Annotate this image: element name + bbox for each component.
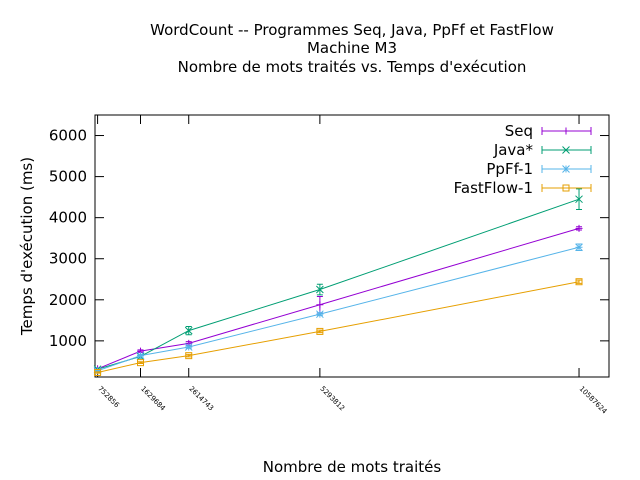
error-bar <box>94 371 101 374</box>
chart-title-line-3: Nombre de mots traités vs. Temps d'exécu… <box>178 58 527 76</box>
x-tick-label: 752856 <box>96 385 121 410</box>
series-line <box>97 246 580 372</box>
data-point <box>316 310 324 319</box>
data-point <box>136 351 145 360</box>
series-ppff-1 <box>93 243 583 375</box>
error-bar <box>316 329 323 334</box>
y-tick-label: 4000 <box>49 209 87 227</box>
y-axis: 1000 2000 3000 4000 5000 6000 <box>49 127 609 350</box>
legend-item: Java* <box>493 141 592 159</box>
series-line <box>97 281 580 373</box>
y-tick-label: 6000 <box>49 127 87 145</box>
data-point <box>137 359 145 367</box>
y-tick-label: 2000 <box>49 291 87 309</box>
legend-label: Java* <box>493 141 534 159</box>
error-bar <box>185 353 192 358</box>
plot-area-frame <box>94 114 610 378</box>
data-point <box>94 368 102 376</box>
legend-item: FastFlow-1 <box>454 179 592 197</box>
series-seq <box>94 224 583 373</box>
legend-label: FastFlow-1 <box>454 179 533 197</box>
data-point <box>316 285 324 294</box>
x-tick-label: 5293812 <box>318 385 346 413</box>
data-point <box>575 224 583 232</box>
series-layer <box>93 188 583 376</box>
x-tick-label: 2614743 <box>187 385 215 413</box>
data-point <box>575 278 583 286</box>
data-point <box>575 195 583 204</box>
data-point <box>316 301 324 309</box>
y-axis-label: Temps d'exécution (ms) <box>18 157 36 336</box>
data-point <box>575 243 583 252</box>
legend-swatch <box>541 184 592 192</box>
legend-label: Seq <box>505 122 533 140</box>
legend-marker <box>562 165 570 173</box>
legend-marker <box>562 184 570 192</box>
chart-title-line-1: WordCount -- Programmes Seq, Java, PpFf … <box>150 21 554 39</box>
x-tick-label: 1629684 <box>139 385 167 413</box>
legend-item: Seq <box>505 122 592 140</box>
data-point <box>184 326 193 335</box>
data-point <box>316 327 324 335</box>
data-point <box>93 366 102 375</box>
series-java <box>93 188 583 374</box>
series-fastflow-1 <box>94 278 583 376</box>
x-axis-label: Nombre de mots traités <box>263 458 442 476</box>
legend-marker <box>562 127 570 135</box>
error-bar <box>137 361 144 364</box>
legend-label: PpFf-1 <box>486 160 533 178</box>
y-tick-label: 3000 <box>49 250 87 268</box>
y-tick-label: 5000 <box>49 168 87 186</box>
series-line <box>97 198 580 370</box>
y-tick-label: 1000 <box>49 332 87 350</box>
legend-marker <box>562 146 570 154</box>
chart-title-line-2: Machine M3 <box>307 39 397 57</box>
x-tick-label: 10587624 <box>578 385 609 416</box>
data-point <box>184 343 193 351</box>
legend-item: PpFf-1 <box>486 160 592 178</box>
series-line <box>97 227 580 370</box>
data-point <box>185 352 193 360</box>
error-bar <box>576 279 583 284</box>
